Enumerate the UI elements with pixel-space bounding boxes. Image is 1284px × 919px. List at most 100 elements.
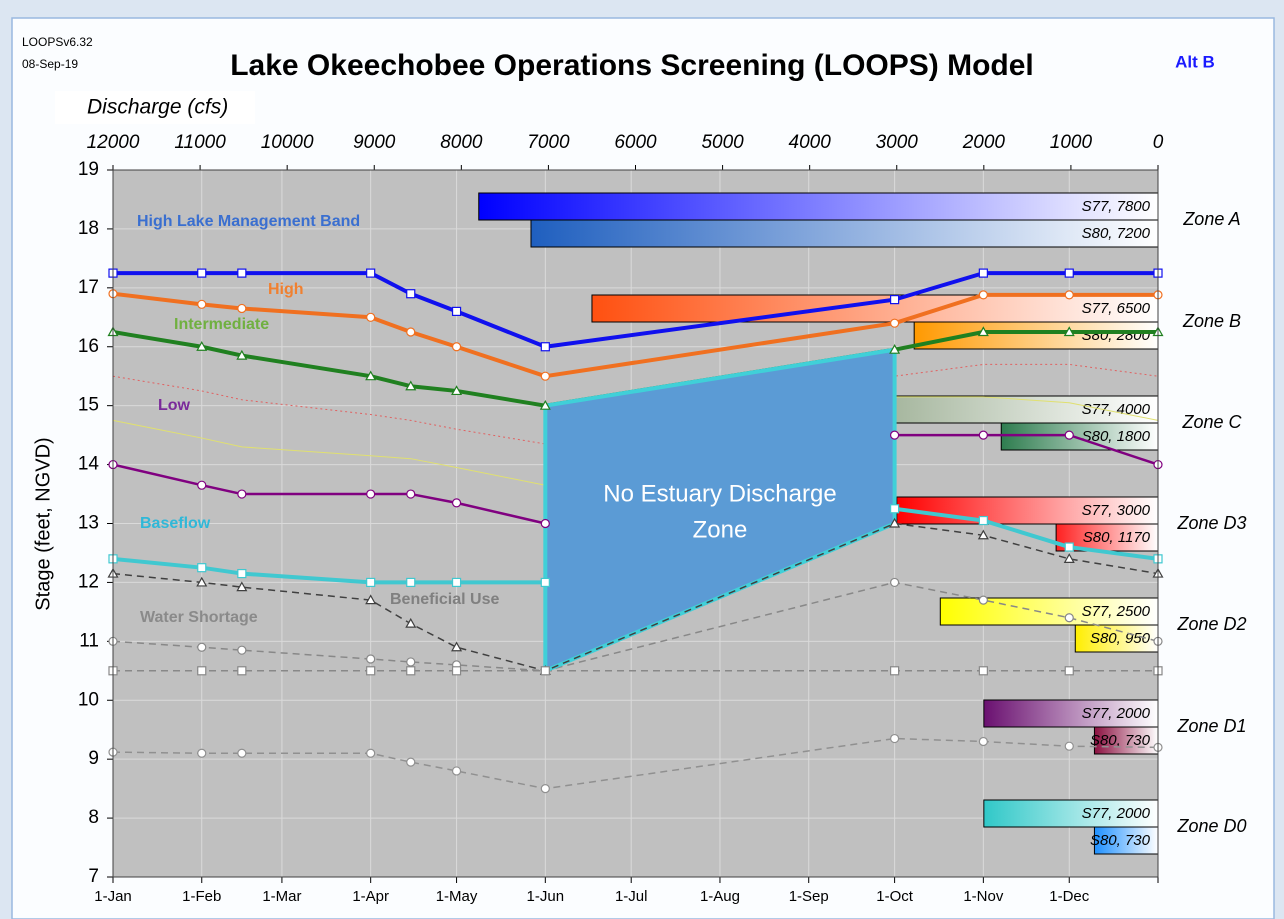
- zone-label: Zone C: [1181, 412, 1242, 432]
- x2-tick-label: 12000: [87, 132, 140, 153]
- marker: [889, 517, 901, 528]
- discharge-bar-label: S80, 1170: [1083, 529, 1151, 546]
- x2-tick-label: 1000: [1050, 132, 1093, 153]
- series-label: Beneficial Use: [390, 591, 499, 608]
- marker: [890, 577, 900, 588]
- x-tick-label: 1-May: [436, 888, 478, 905]
- discharge-bar: [530, 219, 1159, 248]
- x-tick-label: 1-Nov: [963, 888, 1004, 905]
- marker: [540, 666, 550, 676]
- discharge-bar-label: S77, 3000: [1082, 502, 1151, 519]
- y-tick-label: 17: [78, 277, 99, 298]
- marker: [890, 504, 900, 514]
- marker: [197, 666, 207, 676]
- zone-label: Zone D3: [1176, 513, 1246, 533]
- series-label: Low: [158, 397, 191, 414]
- marker: [451, 641, 463, 652]
- marker: [406, 489, 416, 499]
- marker: [451, 306, 462, 316]
- x2-tick-label: 7000: [527, 132, 570, 153]
- marker: [539, 399, 551, 410]
- marker: [366, 268, 376, 278]
- y-tick-label: 10: [78, 689, 99, 710]
- marker: [366, 577, 376, 588]
- marker: [540, 518, 550, 529]
- series-label: Intermediate: [174, 316, 269, 333]
- discharge-bar: [913, 321, 1159, 350]
- zone-label: Zone B: [1182, 311, 1241, 331]
- discharge-bar-label: S77, 7800: [1082, 198, 1151, 215]
- marker: [237, 268, 247, 278]
- x-tick-label: 1-Mar: [262, 888, 301, 905]
- marker: [1064, 542, 1074, 552]
- zone-label: Zone D0: [1176, 816, 1246, 836]
- series-label: High: [268, 281, 304, 298]
- marker: [366, 312, 376, 322]
- x2-tick-label: 9000: [353, 132, 396, 153]
- discharge-bar-label: S77, 6500: [1082, 300, 1151, 317]
- marker: [977, 529, 989, 540]
- marker: [197, 268, 207, 278]
- x-tick-label: 1-Aug: [700, 888, 740, 905]
- marker: [890, 733, 900, 744]
- discharge-bar-label: S80, 730: [1090, 832, 1151, 849]
- y-tick-label: 9: [88, 748, 99, 769]
- marker: [197, 748, 207, 758]
- marker: [1064, 613, 1074, 623]
- x-tick-label: 1-Jul: [615, 888, 648, 905]
- x-tick-label: 1-Dec: [1049, 888, 1090, 905]
- marker: [196, 341, 208, 351]
- y-tick-label: 11: [79, 630, 99, 651]
- discharge-bar: [591, 294, 1159, 323]
- marker: [978, 430, 988, 440]
- x2-tick-label: 0: [1153, 132, 1164, 153]
- marker: [890, 295, 900, 305]
- discharge-bar-label: S77, 4000: [1082, 401, 1151, 418]
- marker: [1064, 430, 1074, 440]
- x-tick-label: 1-Oct: [876, 888, 914, 905]
- x-tick-label: 1-Jan: [94, 888, 132, 905]
- y-tick-label: 7: [88, 866, 99, 887]
- marker: [451, 342, 462, 352]
- discharge-bar: [983, 799, 1159, 828]
- marker: [197, 563, 207, 573]
- zone-label: Zone D2: [1176, 614, 1246, 634]
- discharge-bar: [1093, 726, 1159, 755]
- marker: [1063, 326, 1075, 337]
- zone-text: Zone: [693, 516, 748, 543]
- marker: [978, 736, 988, 747]
- y-tick-label: 19: [78, 159, 99, 180]
- y-tick-label: 8: [88, 807, 99, 828]
- x2-label-box: [55, 91, 255, 124]
- marker: [366, 489, 376, 499]
- y-tick-label: 13: [78, 513, 99, 534]
- x2-tick-label: 8000: [440, 132, 483, 153]
- alternative: Alt B: [1175, 52, 1215, 71]
- discharge-bar-label: S77, 2000: [1082, 805, 1151, 822]
- marker: [1064, 666, 1074, 676]
- marker: [540, 577, 550, 588]
- marker: [978, 595, 988, 605]
- x2-tick-label: 10000: [261, 132, 314, 153]
- marker: [451, 766, 462, 776]
- plot-border: [112, 169, 1159, 878]
- marker: [237, 568, 247, 579]
- marker: [451, 498, 462, 508]
- date: 08-Sep-19: [22, 57, 78, 71]
- x2-tick-label: 6000: [614, 132, 657, 153]
- marker: [451, 666, 462, 676]
- x2-tick-label: 3000: [876, 132, 919, 153]
- marker: [406, 657, 416, 667]
- discharge-bar-label: S80, 950: [1090, 630, 1151, 647]
- marker: [1064, 268, 1074, 278]
- marker: [978, 268, 988, 278]
- marker: [406, 577, 416, 588]
- marker: [978, 515, 988, 526]
- marker: [540, 784, 550, 794]
- x-tick-label: 1-Apr: [352, 888, 389, 905]
- marker: [197, 642, 207, 652]
- marker: [237, 748, 247, 758]
- x-tick-label: 1-Jun: [527, 888, 565, 905]
- x2-tick-label: 11000: [174, 132, 226, 153]
- marker: [890, 430, 900, 440]
